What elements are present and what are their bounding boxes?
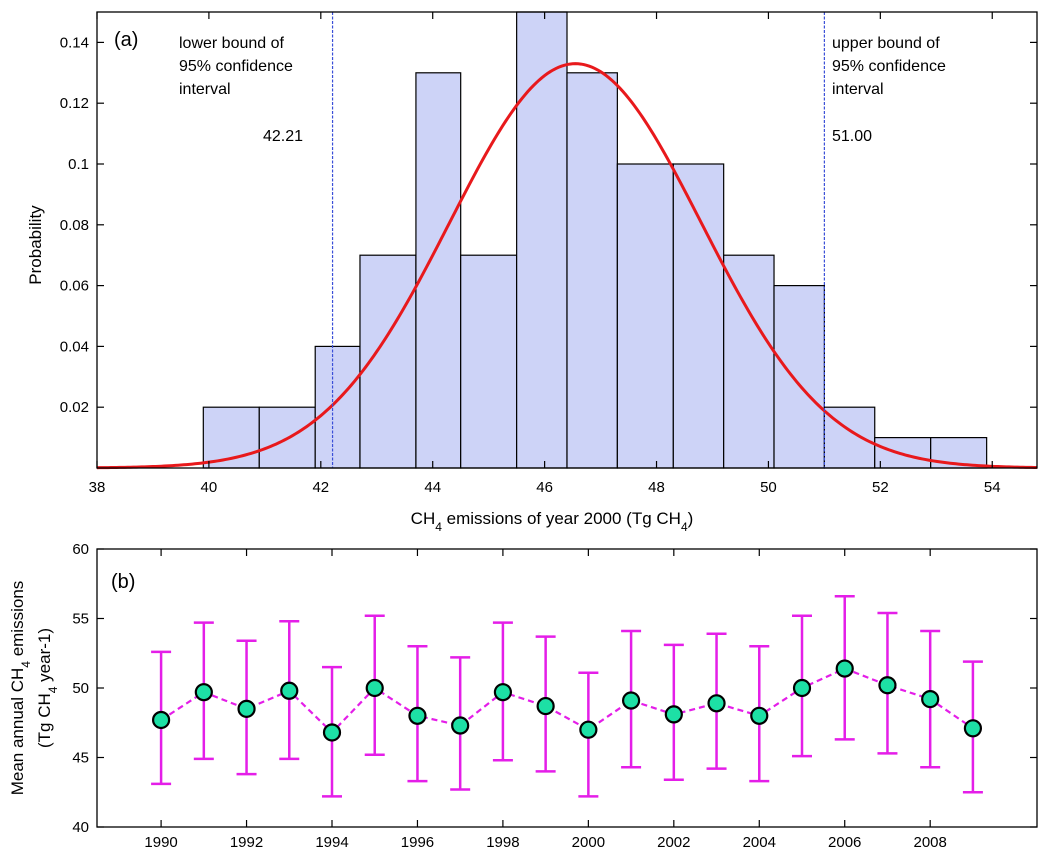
x-tick-label: 54: [984, 479, 1001, 496]
y-tick-label: 50: [72, 680, 89, 697]
x-tick-label: 2000: [572, 834, 605, 851]
timeseries-panel: 1990 1992 1994 1996 1998 2000 2002 2004 2006 2008…: [8, 541, 1038, 851]
histogram-x-ticks: 38 40 42 44 46 48 50 52 54: [89, 12, 1001, 496]
error-bars: [151, 595, 983, 798]
emission-point: [664, 705, 683, 724]
emission-point: [408, 706, 427, 725]
emission-point: [280, 681, 299, 700]
y-tick-label: 0.04: [60, 338, 89, 355]
histogram-bar: [415, 72, 462, 469]
emission-point: [707, 694, 726, 713]
y-tick-label: 60: [72, 541, 89, 558]
ci-upper-text-2: 95% confidence: [832, 58, 946, 75]
y-tick-label: 0.1: [68, 156, 89, 173]
x-tick-label: 2008: [913, 834, 946, 851]
ci-lower-value: 42.21: [263, 128, 303, 145]
emission-point: [963, 719, 983, 738]
emission-point: [194, 683, 213, 702]
emission-point: [750, 706, 769, 725]
y-tick-label: 55: [72, 611, 89, 628]
x-tick-label: 38: [89, 479, 106, 496]
histogram-bar: [723, 254, 775, 469]
y-tick-label: 40: [72, 819, 89, 836]
ci-lower-text-3: interval: [179, 81, 231, 98]
x-tick-label: 1998: [486, 834, 519, 851]
timeseries-y-axis-label-line1: Mean annual CH4 emissions: [8, 581, 33, 796]
timeseries-y-ticks: 40 45 50 55 60: [72, 541, 1037, 836]
x-tick-label: 46: [536, 479, 553, 496]
emission-points: [151, 659, 983, 742]
histogram-bar: [460, 254, 518, 469]
x-tick-label: 1994: [315, 834, 348, 851]
emission-point: [621, 691, 641, 710]
emission-point: [921, 690, 940, 709]
x-tick-label: 42: [312, 479, 329, 496]
histogram-bar: [773, 285, 825, 469]
timeseries-x-ticks: 1990 1992 1994 1996 1998 2000 2002 2004 2006 2008: [144, 549, 947, 851]
emission-point: [878, 676, 897, 695]
x-tick-label: 2004: [743, 834, 776, 851]
histogram-bar: [874, 437, 932, 469]
panel-label-a: (a): [114, 29, 138, 51]
emission-point: [493, 683, 513, 702]
x-tick-label: 2006: [828, 834, 861, 851]
ci-lower-text-1: lower bound of: [179, 35, 285, 52]
ci-upper-text-1: upper bound of: [832, 35, 940, 52]
emission-point: [237, 699, 256, 718]
y-tick-label: 0.02: [60, 399, 89, 416]
histogram-axes-frame: [96, 11, 1038, 469]
x-tick-label: 44: [424, 479, 441, 496]
y-tick-label: 0.06: [60, 278, 89, 295]
x-tick-label: 48: [648, 479, 665, 496]
y-tick-label: 0.14: [60, 34, 89, 51]
emission-point: [835, 659, 854, 678]
panel-label-b: (b): [111, 571, 135, 593]
histogram-bar: [566, 72, 618, 469]
y-tick-label: 45: [72, 750, 89, 767]
histogram-bar: [314, 345, 361, 469]
x-tick-label: 1990: [144, 834, 177, 851]
histogram-y-axis-label: Probability: [26, 205, 45, 285]
timeseries-y-axis-label-line2: (Tg CH4 year-1): [35, 628, 60, 748]
histogram-bar: [516, 11, 568, 469]
emission-point: [792, 678, 812, 698]
ci-lower-text-2: 95% confidence: [179, 58, 293, 75]
emission-point: [322, 723, 342, 742]
ci-upper-text-3: interval: [832, 81, 884, 98]
histogram-x-axis-label: CH4 emissions of year 2000 (Tg CH4): [411, 509, 694, 534]
emission-point: [451, 716, 470, 735]
emission-point: [579, 720, 598, 739]
x-tick-label: 52: [872, 479, 889, 496]
y-tick-label: 0.12: [60, 95, 89, 112]
x-tick-label: 2002: [657, 834, 690, 851]
x-tick-label: 40: [201, 479, 218, 496]
histogram-bar: [616, 163, 674, 469]
x-tick-label: 50: [760, 479, 777, 496]
emission-point: [151, 710, 171, 730]
emissions-dashed-line: [160, 667, 974, 735]
emission-point: [536, 696, 555, 716]
y-tick-label: 0.08: [60, 217, 89, 234]
x-tick-label: 1992: [230, 834, 263, 851]
histogram-bar: [672, 163, 725, 469]
histogram-y-ticks: 0.02 0.04 0.06 0.08 0.1 0.12 0.14: [60, 34, 1037, 416]
normal-fit-curve: [96, 62, 1038, 470]
histogram-panel: 38 40 42 44 46 48 50 52 54 0.020.040.060.080.10.…: [26, 11, 1038, 534]
ci-upper-value: 51.00: [832, 128, 872, 145]
x-tick-label: 1996: [401, 834, 434, 851]
emission-point: [365, 678, 384, 698]
